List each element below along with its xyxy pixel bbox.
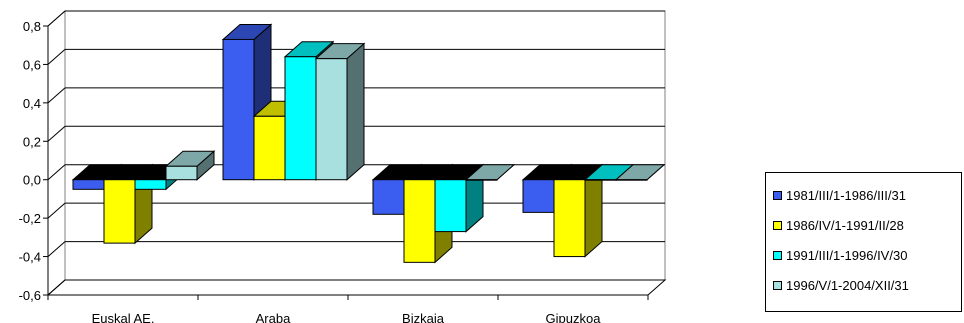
bar-front [222,38,255,181]
gridline-depth [47,10,66,27]
bar-front [253,115,286,181]
legend-label-4: 1996/V/1-2004/XII/31 [786,277,909,293]
legend-item-1: 1981/III/1-1986/III/31 [773,187,906,203]
y-tick-label: 0,6 [23,57,41,72]
bar [433,163,485,233]
y-tick-label: -0,2 [19,211,41,226]
legend-item-2: 1986/IV/1-1991/II/28 [773,217,904,233]
bar-front [165,165,198,181]
bar [314,42,366,181]
y-tick-label: -0,6 [19,288,41,303]
gridline-depth [47,87,66,104]
floor [46,279,667,296]
x-tick-label: Bizkaia [402,311,445,323]
bar-front [72,179,105,190]
x-axis: Euskal AE. Araba Bizkaia Gipuzkoa [47,295,649,323]
legend-swatch-1 [773,190,782,200]
gridline-depth [47,125,66,142]
bar-front [284,56,317,181]
x-tick-label: Araba [256,311,291,323]
bar [164,150,216,181]
bar-front [315,58,348,181]
legend-label-3: 1991/III/1-1996/IV/30 [786,247,908,263]
x-tick-label: Euskal AE. [92,311,155,323]
x-tick-label: Gipuzkoa [546,311,602,323]
gridline-depth [47,241,66,257]
legend-label-1: 1981/III/1-1986/III/31 [786,187,906,203]
bar-front [584,179,617,181]
y-axis: 0,8 0,6 0,4 0,2 0,0 -0,2 -0,4 -0,6 [19,19,49,303]
gridline-depth [47,279,66,296]
bar-front [403,179,436,263]
y-tick-label: 0,4 [23,96,41,111]
bar-front [615,179,648,181]
bar-front [553,179,586,258]
gridline-depth [47,49,66,65]
gridline-depth [47,164,66,181]
bar-side [346,42,365,181]
bar [614,164,666,181]
legend-item-3: 1991/III/1-1996/IV/30 [773,247,907,263]
bar-front [103,179,136,244]
bar-front [434,179,467,233]
bar [464,164,516,181]
legend-swatch-4 [773,280,782,290]
plot-frame [46,9,667,297]
y-tick-label: -0,4 [19,250,41,265]
legend-item-4: 1996/V/1-2004/XII/31 [773,277,909,293]
legend-label-2: 1986/IV/1-1991/II/28 [786,217,904,233]
bar-front [522,179,555,213]
legend-swatch-2 [773,220,782,230]
y-tick-label: 0,2 [23,134,41,149]
legend: 1981/III/1-1986/III/31 1986/IV/1-1991/II… [765,172,962,312]
gridlines [47,10,665,296]
y-tick-label: 0,8 [23,19,41,34]
gridline-depth [47,202,66,219]
legend-swatch-3 [773,250,782,260]
side-wall [47,9,66,297]
bars [71,23,666,264]
bar-front [372,179,405,215]
y-tick-label: 0,0 [23,173,41,188]
bar-front [465,179,498,181]
bar-front [134,179,167,190]
